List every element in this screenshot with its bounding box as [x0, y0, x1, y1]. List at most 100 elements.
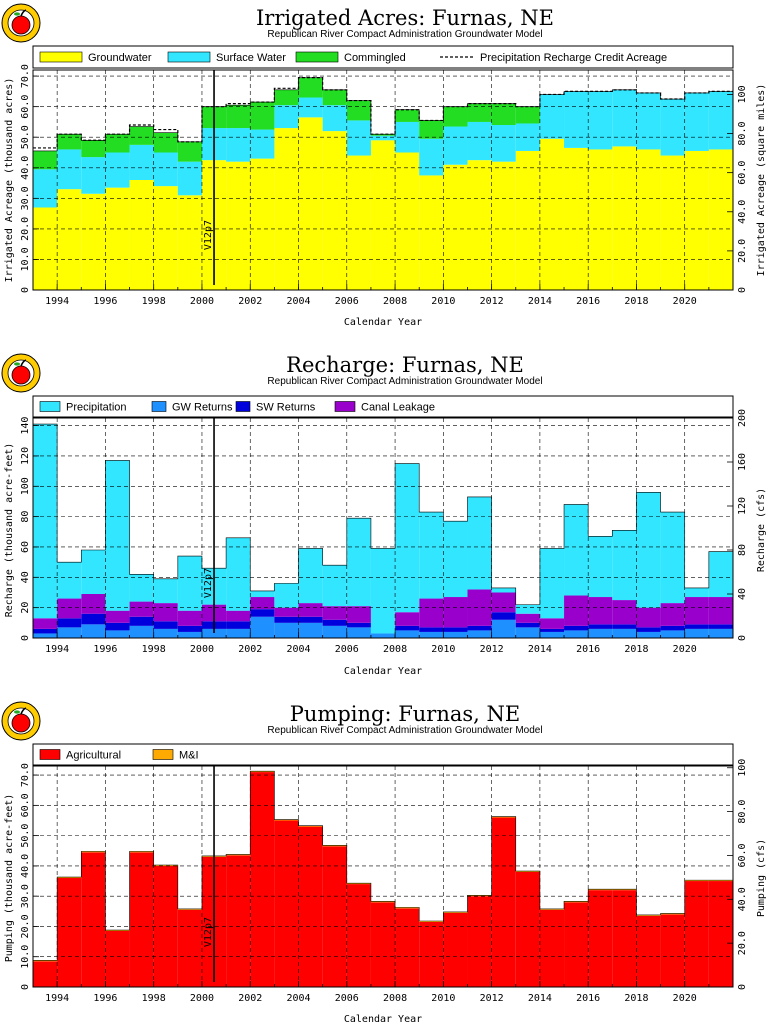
y2-tick-label: 80.0 — [737, 122, 748, 146]
chart-title: Pumping: Furnas, NE — [290, 702, 520, 726]
y2-tick-label: 60.0 — [737, 843, 748, 867]
bar-segment — [322, 565, 347, 607]
y-tick-label: 20.0 — [20, 217, 31, 241]
bar-segment — [443, 126, 468, 165]
y2-tick-label: 60.0 — [737, 161, 748, 185]
x-tick-label: 1994 — [45, 644, 69, 655]
x-tick-label: 1998 — [142, 644, 166, 655]
bar-segment — [491, 587, 516, 593]
series-precipitation — [33, 424, 733, 634]
legend-label: Groundwater — [88, 52, 152, 64]
bar-segment — [81, 193, 106, 290]
bar-segment — [346, 883, 371, 885]
bar-segment — [564, 504, 589, 596]
bar-segment — [491, 592, 516, 613]
bar-segment — [346, 606, 371, 623]
bar-segment — [33, 633, 58, 638]
chart-legend: Agricultural M&I — [32, 743, 734, 766]
bar-segment — [419, 175, 444, 290]
bar-segment — [612, 890, 637, 987]
y-tick-label: 10.0 — [20, 945, 31, 969]
bar-segment — [250, 597, 275, 610]
bar-segment — [419, 631, 444, 638]
bar-segment — [153, 864, 178, 866]
bar-segment — [250, 609, 275, 617]
bar-segment — [81, 852, 106, 987]
bar-segment — [539, 909, 565, 987]
x-axis-label: Calendar Year — [344, 317, 422, 328]
bar-segment — [395, 908, 420, 987]
bar-segment — [515, 613, 540, 623]
series-gw-returns — [33, 616, 733, 638]
bar-segment — [250, 590, 275, 598]
x-tick-label: 2002 — [238, 993, 262, 1004]
x-tick-label: 1998 — [142, 993, 166, 1004]
chart-legend: Precipitation GW Returns SW Returns Canal L… — [32, 395, 734, 418]
chart-title: Irrigated Acres: Furnas, NE — [256, 6, 554, 30]
x-tick-label: 2002 — [238, 644, 262, 655]
bar-segment — [33, 961, 58, 987]
bar-segment — [177, 908, 202, 910]
bar-segment — [395, 612, 420, 626]
y2-tick-label: 40.0 — [737, 887, 748, 911]
bar-segment — [539, 631, 565, 638]
bar-segment — [684, 92, 709, 151]
bar-segment — [105, 610, 130, 623]
bar-segment — [105, 930, 130, 987]
bar-segment — [274, 616, 299, 623]
chart-subtitle: Republican River Compact Administration … — [267, 376, 542, 387]
bar-segment — [153, 621, 178, 629]
bar-segment — [564, 901, 589, 903]
bar-segment — [564, 902, 589, 987]
bar-segment — [105, 460, 130, 611]
bar-segment — [588, 889, 613, 891]
bar-segment — [322, 846, 347, 987]
legend-label: Commingled — [344, 52, 406, 64]
bar-segment — [105, 930, 130, 931]
bar-segment — [588, 149, 613, 290]
x-axis-label: Calendar Year — [344, 666, 422, 677]
bar-segment — [226, 628, 251, 638]
y-tick-label: 0 — [20, 984, 31, 990]
plot-frame — [32, 417, 734, 639]
legend-swatch — [39, 749, 61, 760]
legend-swatch — [295, 51, 339, 63]
x-tick-label: 2014 — [528, 644, 552, 655]
bar-segment — [298, 616, 323, 623]
bar-segment — [153, 628, 178, 638]
bar-segment — [636, 631, 661, 638]
bar-segment — [539, 138, 565, 290]
x-tick-label: 2012 — [480, 993, 504, 1004]
y2-tick-label: 80 — [737, 544, 748, 556]
bar-segment — [467, 625, 492, 631]
bar-segment — [250, 772, 275, 987]
bar-segment — [105, 187, 130, 290]
bar-segment — [274, 583, 299, 608]
x-tick-label: 2014 — [528, 993, 552, 1004]
y-axis: 0 10.0 20.0 30.0 40.0 50.0 60.0 70.0 — [20, 64, 39, 293]
bar-segment — [346, 155, 371, 290]
bar-segment — [467, 630, 492, 638]
x-tick-label: 2018 — [624, 644, 648, 655]
bar-segment — [226, 610, 251, 622]
bar-segment — [33, 960, 58, 962]
bar-segment — [129, 851, 154, 853]
stack-outline — [32, 423, 734, 638]
x-tick-label: 2020 — [673, 644, 697, 655]
bar-segment — [443, 106, 468, 127]
bar-segment — [612, 628, 637, 638]
bar-segment — [81, 851, 106, 853]
bar-segment — [467, 496, 492, 590]
bar-segment — [636, 492, 661, 608]
x-tick-label: 2006 — [335, 296, 359, 307]
y-axis-label: Recharge (thousand acre-feet) — [4, 443, 15, 618]
x-axis-label: Calendar Year — [344, 1014, 422, 1024]
y2-axis: 0 20.0 40.0 60.0 80.0 100 — [727, 85, 748, 293]
bar-segment — [274, 105, 299, 129]
series-agricultural — [33, 772, 733, 987]
bar-segment — [322, 845, 347, 847]
legend-label: Precipitation Recharge Credit Acreage — [480, 52, 667, 64]
bar-segment — [33, 628, 58, 634]
